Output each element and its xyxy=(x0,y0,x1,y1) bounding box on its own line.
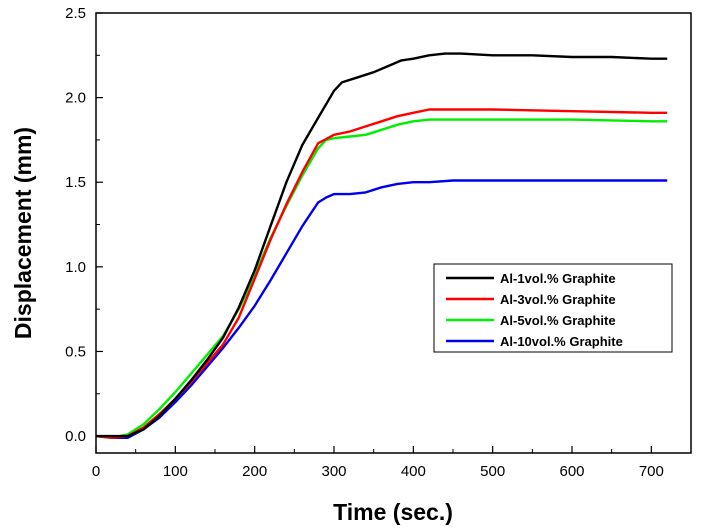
y-tick-label: 2.0 xyxy=(65,90,86,107)
legend: Al-1vol.% Graphite Al-3vol.% Graphite Al-5… xyxy=(433,263,673,353)
x-tick-label: 500 xyxy=(480,463,505,480)
series-line-1 xyxy=(96,52,668,438)
legend-label-3: Al-5vol.% Graphite xyxy=(500,313,616,328)
x-tick-label: 600 xyxy=(559,463,584,480)
series-line-3 xyxy=(95,118,668,439)
series-lines xyxy=(95,52,668,439)
x-tick-label: 100 xyxy=(163,463,188,480)
x-tick-label: 700 xyxy=(639,463,664,480)
x-tick-label: 200 xyxy=(242,463,267,480)
y-tick-label: 0.0 xyxy=(65,428,86,445)
x-tick-label: 400 xyxy=(401,463,426,480)
y-axis-title: Displacement (mm) xyxy=(10,127,36,339)
legend-label-4: Al-10vol.% Graphite xyxy=(500,334,623,349)
legend-label-1: Al-1vol.% Graphite xyxy=(500,271,616,286)
plot-frame xyxy=(95,12,692,454)
x-tick-label: 300 xyxy=(321,463,346,480)
legend-label-2: Al-3vol.% Graphite xyxy=(500,292,616,307)
y-tick-label: 0.5 xyxy=(65,343,86,360)
x-axis-title: Time (sec.) xyxy=(333,499,453,525)
y-tick-label: 2.5 xyxy=(65,5,86,22)
y-tick-label: 1.0 xyxy=(65,259,86,276)
x-axis-ticks: 0 100 200 300 400 500 600 700 xyxy=(92,446,664,480)
series-line-4 xyxy=(95,179,668,439)
y-tick-label: 1.5 xyxy=(65,174,86,191)
y-axis-ticks: 0.0 0.5 1.0 1.5 2.0 2.5 xyxy=(65,5,103,445)
x-tick-label: 0 xyxy=(92,463,100,480)
